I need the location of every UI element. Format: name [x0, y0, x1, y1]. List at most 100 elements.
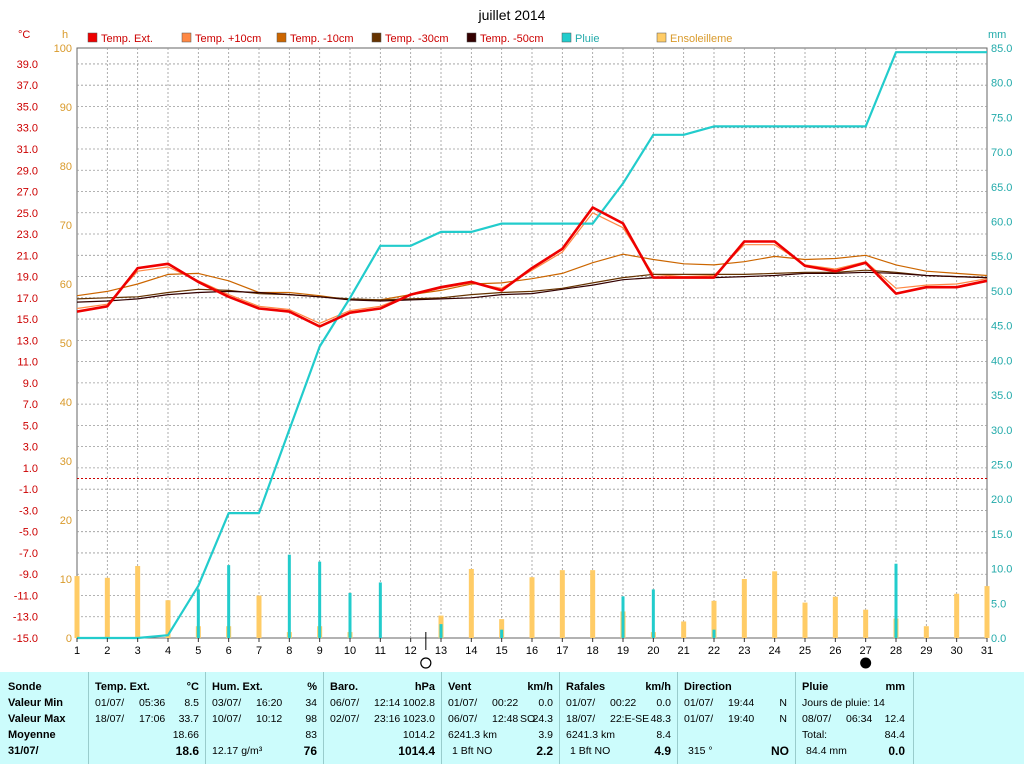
baro-max-time: 23:16 — [374, 713, 401, 725]
row-label-avg: Moyenne — [8, 729, 56, 741]
gust-min-time: 00:22 — [610, 697, 637, 709]
direction-min-date: 01/07/ — [684, 697, 714, 709]
hours-tick-label: 30 — [60, 456, 72, 468]
gust-max-time: 22:E-SE — [610, 713, 650, 725]
sunshine-bar — [832, 596, 838, 638]
rain-total-label: Total: — [802, 729, 828, 741]
right-tick-label: 20.0 — [991, 494, 1012, 506]
hum-avg: 83 — [305, 729, 317, 741]
hum-min: 34 — [305, 697, 317, 709]
rain-bar — [378, 582, 382, 638]
hours-tick-label: 70 — [60, 220, 72, 232]
right-tick-label: 40.0 — [991, 355, 1012, 367]
rain-bar — [196, 589, 200, 638]
hours-tick-label: 10 — [60, 574, 72, 586]
hum-max: 98 — [305, 713, 317, 725]
x-tick-label: 20 — [647, 645, 659, 657]
direction-last-deg: 315 ° — [688, 745, 713, 757]
direction-stats: Direction 01/07/ 19:44 N 01/07/ 19:40 N … — [678, 672, 796, 764]
rain-max-time: 06:34 — [846, 713, 873, 725]
rain-bar — [651, 589, 655, 638]
row-label-max: Valeur Max — [8, 713, 66, 725]
x-tick-label: 25 — [799, 645, 811, 657]
x-tick-label: 4 — [165, 645, 171, 657]
gust-last-bft: 1 Bft NO — [570, 745, 611, 757]
left-tick-label: -9.0 — [19, 569, 38, 581]
direction-max-time: 19:40 — [728, 713, 755, 725]
left-tick-label: 9.0 — [23, 378, 38, 390]
sunshine-bar — [681, 621, 687, 638]
rain-max-date: 08/07/ — [802, 713, 832, 725]
left-tick-label: 15.0 — [17, 314, 38, 326]
rain-bar — [439, 624, 443, 638]
baro-max-date: 02/07/ — [330, 713, 360, 725]
hum-unit: % — [307, 681, 317, 693]
legend-label: Pluie — [575, 33, 599, 45]
x-tick-label: 2 — [104, 645, 110, 657]
rain-stats: Pluie mm Jours de pluie: 14 08/07/ 06:34… — [796, 672, 914, 764]
x-tick-label: 29 — [920, 645, 932, 657]
right-tick-label: 0.0 — [991, 633, 1006, 645]
rain-unit: mm — [885, 681, 905, 693]
x-tick-label: 15 — [496, 645, 508, 657]
baro-avg: 1014.2 — [402, 729, 435, 741]
chart-bars — [74, 554, 990, 638]
legend-swatch — [561, 32, 572, 43]
right-tick-label: 15.0 — [991, 529, 1012, 541]
rain-last: 0.0 — [888, 744, 905, 758]
rain-bar — [500, 629, 504, 638]
hum-extra: 12.17 g/m³ — [212, 745, 263, 757]
rain-total: 84.4 — [884, 729, 905, 741]
baro-unit: hPa — [414, 681, 435, 693]
temp-stats: Temp. Ext. °C 01/07/ 05:36 8.5 18/07/ 17… — [88, 672, 206, 764]
wind-unit: km/h — [527, 681, 553, 693]
moon-markers — [420, 632, 872, 669]
row-label-date: 31/07/ — [8, 745, 39, 757]
legend-swatch — [181, 32, 192, 43]
baro-title: Baro. — [330, 681, 359, 693]
wind-last: 2.2 — [536, 744, 553, 758]
hours-tick-label: 0 — [66, 633, 72, 645]
baro-min: 1002.8 — [402, 697, 435, 709]
right-tick-label: 65.0 — [991, 182, 1012, 194]
sunshine-bar — [711, 600, 717, 638]
wind-max-date: 06/07/ — [448, 713, 478, 725]
temp-min: 8.5 — [184, 697, 199, 709]
x-tick-label: 8 — [286, 645, 292, 657]
temp-max-time: 17:06 — [139, 713, 166, 725]
gust-avg: 8.4 — [656, 729, 671, 741]
hum-min-date: 03/07/ — [212, 697, 242, 709]
x-tick-label: 21 — [678, 645, 690, 657]
wind-max-time: 12:48 — [492, 713, 519, 725]
hours-tick-label: 50 — [60, 338, 72, 350]
baro-min-time: 12:14 — [374, 697, 401, 709]
wind-stats: Vent km/h 01/07/ 00:22 0.0 06/07/ 12:48 … — [442, 672, 560, 764]
left-tick-label: 35.0 — [17, 101, 38, 113]
x-tick-label: 30 — [951, 645, 963, 657]
sunshine-bar — [135, 566, 141, 638]
sunshine-bar — [741, 579, 747, 638]
x-tick-label: 13 — [435, 645, 447, 657]
x-tick-label: 3 — [135, 645, 141, 657]
left-tick-label: 37.0 — [17, 80, 38, 92]
x-tick-label: 19 — [617, 645, 629, 657]
left-tick-label: 5.0 — [23, 420, 38, 432]
rain-title: Pluie — [802, 681, 829, 693]
series-line-temp-ext- — [76, 206, 988, 328]
direction-max-date: 01/07/ — [684, 713, 714, 725]
right-tick-label: 25.0 — [991, 459, 1012, 471]
right-tick-label: 55.0 — [991, 251, 1012, 263]
legend-swatch — [276, 32, 287, 43]
sunshine-bar — [165, 600, 171, 638]
left-tick-label: -5.0 — [19, 527, 38, 539]
x-tick-label: 6 — [226, 645, 232, 657]
legend-label: Temp. -30cm — [385, 33, 449, 45]
sunshine-bar — [499, 619, 505, 638]
legend-label: Temp. +10cm — [195, 33, 261, 45]
series-line-temp-50cm — [76, 271, 988, 303]
sunshine-bar — [923, 626, 929, 638]
x-tick-label: 26 — [829, 645, 841, 657]
new-moon-icon — [420, 657, 432, 669]
wind-max: 24.3 — [532, 713, 553, 725]
statistics-panel: Sonde Valeur Min Valeur Max Moyenne 31/0… — [0, 672, 1024, 764]
